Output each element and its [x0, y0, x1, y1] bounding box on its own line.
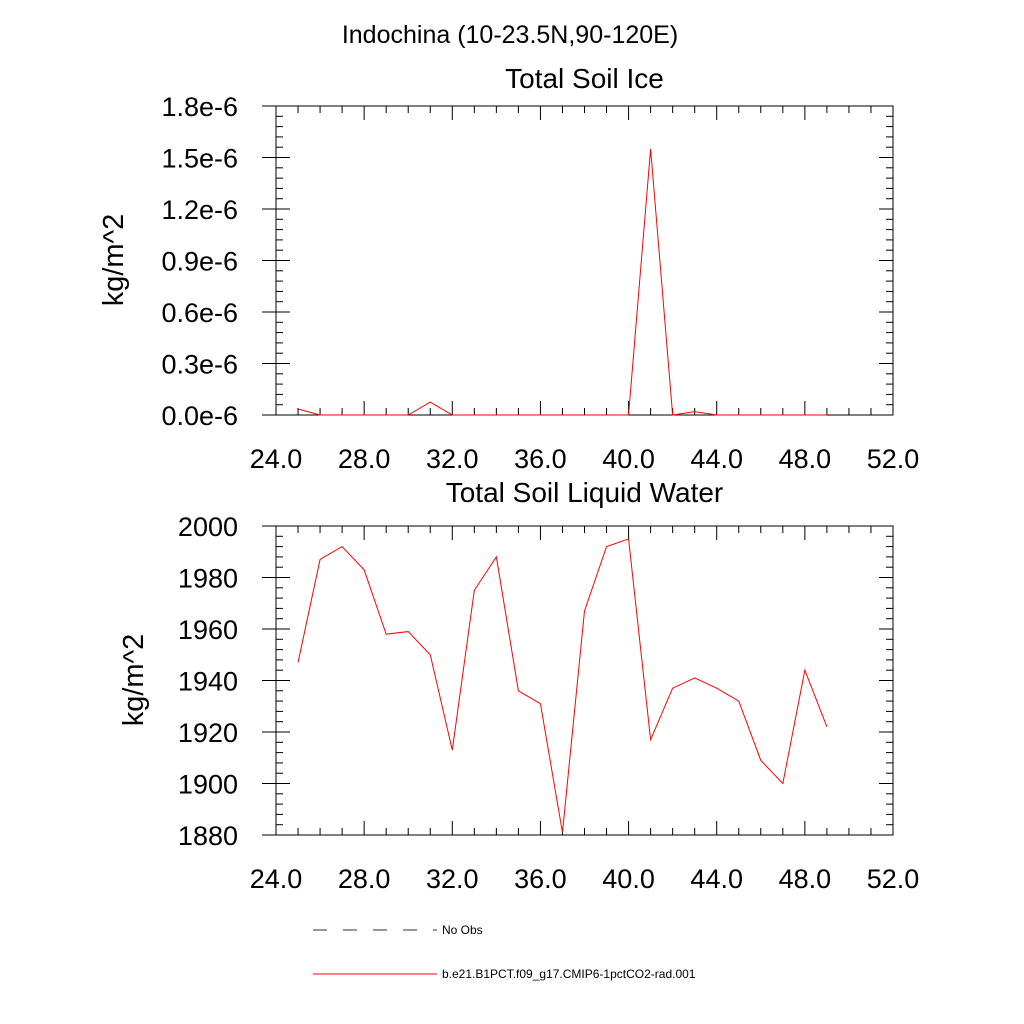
x-tick-label: 52.0: [867, 444, 920, 474]
y-tick-label: 1.5e-6: [161, 144, 238, 174]
x-tick-label: 40.0: [602, 864, 655, 894]
panel-total-soil-liquid-water: Total Soil Liquid Water kg/m^2 24.0 28.0 32.…: [118, 477, 919, 894]
x-tick-label: 28.0: [338, 864, 391, 894]
legend: No Obs b.e21.B1PCT.f09_g17.CMIP6-1pctCO2…: [313, 923, 696, 981]
series-line: [297, 148, 827, 416]
x-tick-label: 36.0: [514, 864, 567, 894]
y-tick-label: 1.2e-6: [161, 195, 238, 225]
x-tick-label: 32.0: [426, 864, 479, 894]
x-tick-label: 32.0: [426, 444, 479, 474]
plot-title: Total Soil Ice: [505, 63, 664, 94]
y-axis-label: kg/m^2: [118, 634, 150, 727]
y-tick-label: 0.6e-6: [161, 298, 238, 328]
y-axis-label: kg/m^2: [98, 214, 130, 307]
y-tick-label: 1960: [178, 615, 238, 645]
x-tick-label: 44.0: [690, 864, 743, 894]
y-tick-label: 0.9e-6: [161, 247, 238, 277]
y-tick-label: 0.3e-6: [161, 350, 238, 380]
y-tick-label: 2000: [178, 512, 238, 542]
y-tick-label: 1940: [178, 667, 238, 697]
series-line: [297, 538, 828, 833]
x-tick-label: 48.0: [779, 444, 832, 474]
y-tick-label: 1900: [178, 770, 238, 800]
plot-title: Total Soil Liquid Water: [446, 477, 724, 508]
figure-title: Indochina (10-23.5N,90-120E): [342, 21, 678, 49]
y-tick-label: 1920: [178, 718, 238, 748]
x-tick-label: 24.0: [250, 444, 303, 474]
y-tick-label: 1.8e-6: [161, 92, 238, 122]
x-tick-label: 24.0: [250, 864, 303, 894]
x-tick-label: 44.0: [690, 444, 743, 474]
plot-frame: [275, 525, 894, 836]
x-tick-label: 52.0: [867, 864, 920, 894]
y-tick-label: 1880: [178, 821, 238, 851]
x-tick-label: 40.0: [602, 444, 655, 474]
legend-obs-label: No Obs: [442, 923, 483, 937]
panel-total-soil-ice: Total Soil Ice kg/m^2 24.0 28.0 32.0 36.0 40.0…: [98, 63, 919, 474]
y-tick-label: 1980: [178, 564, 238, 594]
x-tick-label: 28.0: [338, 444, 391, 474]
plot-frame: [275, 105, 894, 416]
x-tick-label: 36.0: [514, 444, 567, 474]
x-tick-label: 48.0: [779, 864, 832, 894]
y-tick-label: 0.0e-6: [161, 401, 238, 431]
legend-model-label: b.e21.B1PCT.f09_g17.CMIP6-1pctCO2-rad.00…: [442, 967, 696, 981]
